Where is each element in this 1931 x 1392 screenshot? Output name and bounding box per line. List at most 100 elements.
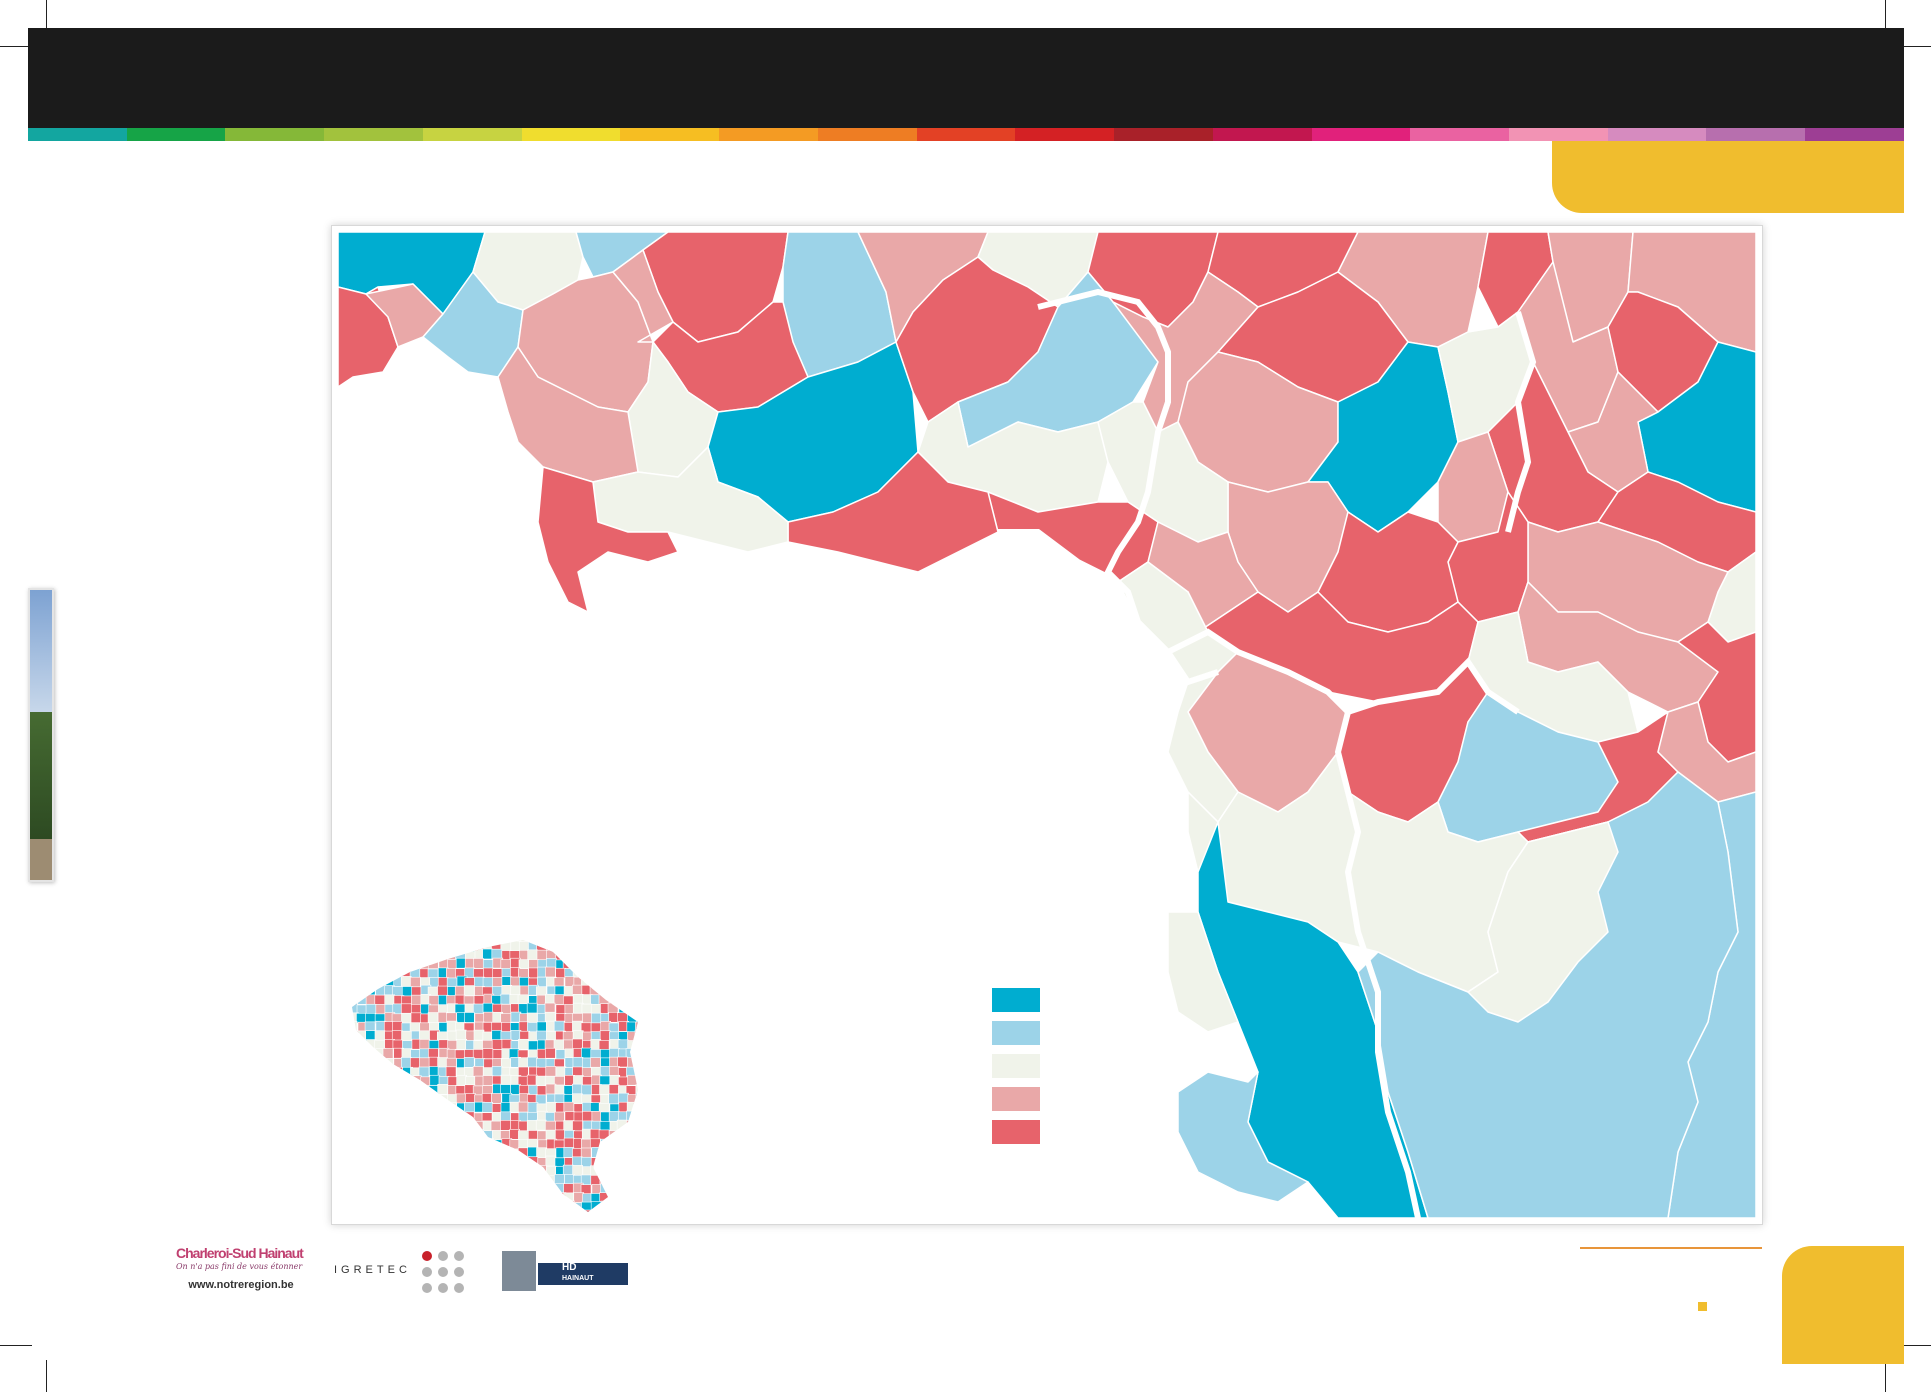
municipality (612, 249, 674, 343)
inset-municipality (427, 1012, 439, 1023)
inset-municipality (563, 1120, 574, 1131)
province-border (1334, 711, 1421, 1218)
inset-municipality (590, 1057, 601, 1068)
logo-mark: HD (562, 1262, 577, 1273)
inset-municipality (572, 1165, 583, 1176)
inset-municipality (609, 1066, 620, 1077)
inset-municipality (545, 1047, 556, 1059)
inset-municipality (500, 1074, 512, 1086)
stripe-segment (1805, 128, 1904, 141)
stripe-segment (916, 128, 1016, 141)
legend-item (992, 1021, 1050, 1045)
inset-municipality (500, 1120, 511, 1131)
stripe-segment (1410, 128, 1510, 141)
inset-municipality (501, 1039, 513, 1050)
inset-municipality (536, 1021, 548, 1033)
inset-municipality (582, 1111, 593, 1122)
color-stripe (28, 128, 1904, 141)
inset-municipality (455, 957, 467, 969)
inset-municipality (401, 1057, 412, 1068)
inset-municipality (365, 1030, 376, 1041)
inset-municipality (608, 1084, 620, 1095)
inset-municipality (555, 1129, 566, 1141)
inset-municipality (374, 1030, 386, 1042)
crop-mark (0, 1345, 32, 1346)
inset-municipality (491, 1030, 503, 1041)
inset-municipality (563, 1183, 574, 1194)
crop-mark (1899, 1345, 1931, 1346)
inset-municipality (580, 1147, 592, 1159)
inset-municipality (544, 993, 556, 1005)
crop-mark (1885, 1360, 1886, 1392)
inset-municipality (482, 1102, 493, 1113)
crop-mark (1885, 0, 1886, 32)
stripe-segment (126, 128, 226, 141)
legend-item (992, 1054, 1050, 1078)
inset-municipality (518, 1130, 529, 1142)
website-link[interactable]: www.notreregion.be (188, 1279, 294, 1291)
inset-municipality (384, 994, 396, 1006)
stripe-segment (1509, 128, 1608, 141)
inset-municipality (617, 1056, 628, 1068)
inset-municipality (563, 1101, 575, 1113)
inset-municipality (411, 994, 422, 1006)
inset-municipality (410, 976, 421, 988)
inset-municipality (555, 967, 566, 979)
inset-municipality (437, 1057, 448, 1068)
inset-municipality (598, 1040, 610, 1051)
inset-municipality (553, 994, 565, 1005)
logo-band: HD HAINAUT DEVELOPPEMENT (538, 1262, 628, 1292)
inset-municipality (564, 1111, 576, 1123)
igretec-logo[interactable]: IGRETEC (334, 1264, 411, 1276)
crop-mark (1899, 46, 1931, 47)
inset-municipality (483, 1011, 494, 1023)
inset-municipality (537, 976, 548, 988)
map-legend (992, 988, 1050, 1153)
stripe-segment (620, 128, 720, 141)
inset-municipality (464, 1012, 475, 1023)
inset-municipality (545, 1101, 557, 1113)
stripe-segment (1311, 128, 1411, 141)
inset-municipality (526, 1002, 538, 1014)
inset-municipality (365, 1003, 377, 1015)
inset-municipality (555, 1049, 567, 1060)
inset-municipality (581, 1138, 592, 1150)
logo-tagline: On n'a pas fini de vous étonner (176, 1262, 303, 1271)
legend-item (992, 1087, 1050, 1111)
inset-municipality (544, 1002, 556, 1014)
crop-mark (0, 46, 32, 47)
inset-municipality (429, 1074, 441, 1086)
inset-municipality (491, 1039, 503, 1050)
inset-municipality (545, 1083, 557, 1095)
legend-item (992, 988, 1050, 1012)
inset-municipality (473, 1040, 485, 1051)
stripe-segment (817, 128, 917, 141)
municipality (1657, 701, 1756, 803)
inset-municipality (536, 1085, 548, 1097)
inset-municipality (445, 1066, 457, 1078)
charleroi-sud-hainaut-logo[interactable]: Charleroi-Sud Hainaut On n'a pas fini de… (176, 1245, 306, 1291)
inset-municipality (554, 1111, 565, 1123)
stripe-segment (521, 128, 621, 141)
hainaut-developpement-logo[interactable]: HD HAINAUT DEVELOPPEMENT (502, 1251, 632, 1293)
stripe-segment (1706, 128, 1806, 141)
choropleth-map (338, 232, 1756, 1218)
inset-municipality (526, 1120, 538, 1131)
legend-swatch (992, 1054, 1040, 1078)
inset-municipality (472, 1066, 484, 1077)
stripe-segment (1114, 128, 1213, 141)
divider (1580, 1247, 1762, 1249)
inset-municipality (401, 986, 413, 997)
inset-municipality (455, 1029, 467, 1041)
inset-municipality (463, 985, 475, 996)
inset-municipality (527, 1102, 539, 1113)
stripe-segment (28, 128, 127, 141)
inset-municipality (491, 1066, 503, 1077)
stripe-segment (324, 128, 423, 141)
inset-municipality (572, 984, 583, 996)
inset-municipality (464, 1102, 475, 1113)
inset-municipality (446, 968, 457, 979)
stripe-segment (1212, 128, 1312, 141)
inset-municipality (392, 1021, 403, 1032)
inset-municipality (490, 1120, 502, 1132)
